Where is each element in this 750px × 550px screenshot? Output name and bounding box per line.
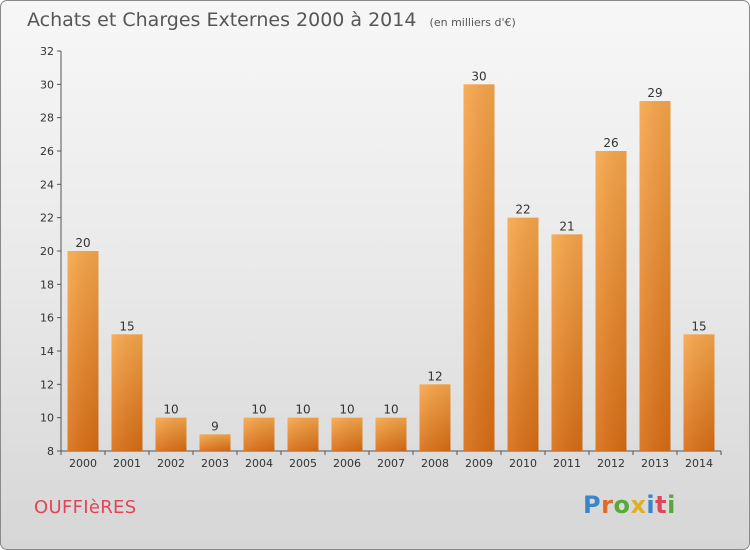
bar-shade <box>155 417 187 451</box>
bar-value-label: 30 <box>471 69 486 83</box>
bar-shade <box>331 417 363 451</box>
bar-shade <box>463 84 495 451</box>
bar-shade <box>551 234 583 451</box>
x-tick-label: 2003 <box>201 457 229 470</box>
bar-shade <box>595 151 627 451</box>
title-row: Achats et Charges Externes 2000 à 2014 (… <box>27 9 516 31</box>
x-tick-label: 2011 <box>553 457 581 470</box>
chart-subtitle: (en milliers d'€) <box>429 16 516 29</box>
bar-shade <box>111 334 143 451</box>
y-tick-label: 8 <box>47 445 54 458</box>
bar-shade <box>243 417 275 451</box>
bar-value-label: 20 <box>75 236 90 250</box>
bar-shade <box>639 101 671 451</box>
brand-letter: o <box>613 491 631 519</box>
bar-value-label: 29 <box>647 86 662 100</box>
bar-value-label: 10 <box>383 403 398 417</box>
bar-value-label: 10 <box>163 403 178 417</box>
x-tick-label: 2014 <box>685 457 713 470</box>
brand-letter: i <box>667 491 676 519</box>
x-tick-label: 2009 <box>465 457 493 470</box>
x-tick-label: 2002 <box>157 457 185 470</box>
brand-letter: x <box>630 491 647 519</box>
x-tick-label: 2004 <box>245 457 273 470</box>
y-tick-label: 22 <box>40 212 54 225</box>
y-tick-label: 30 <box>40 78 54 91</box>
bar-shade <box>67 251 99 451</box>
x-tick-label: 2000 <box>69 457 97 470</box>
x-tick-label: 2007 <box>377 457 405 470</box>
bar-shade <box>683 334 715 451</box>
commune-name: OUFFIèRES <box>34 497 137 518</box>
bar-shade <box>419 384 451 451</box>
x-tick-label: 2001 <box>113 457 141 470</box>
chart-title: Achats et Charges Externes 2000 à 2014 <box>27 9 417 31</box>
y-tick-label: 12 <box>40 378 54 391</box>
brand-letter: r <box>601 491 614 519</box>
brand-letter: i <box>646 491 656 519</box>
bar-shade <box>375 417 407 451</box>
bar-value-label: 9 <box>211 419 219 433</box>
y-tick-label: 20 <box>40 245 54 258</box>
y-tick-label: 26 <box>40 145 54 158</box>
bar-shade <box>287 417 319 451</box>
bar-value-label: 10 <box>339 403 354 417</box>
y-tick-label: 18 <box>40 278 54 291</box>
x-tick-label: 2008 <box>421 457 449 470</box>
bar-value-label: 10 <box>295 403 310 417</box>
bar-value-label: 10 <box>251 403 266 417</box>
bar-shade <box>507 217 539 451</box>
x-tick-label: 2010 <box>509 457 537 470</box>
bar-value-label: 26 <box>603 136 618 150</box>
bar-value-label: 15 <box>119 319 134 333</box>
bar-value-label: 15 <box>691 319 706 333</box>
x-tick-label: 2006 <box>333 457 361 470</box>
y-tick-label: 32 <box>40 45 54 58</box>
brand-letter: t <box>655 491 668 519</box>
brand-logo: Proxiti <box>583 491 676 519</box>
x-tick-label: 2013 <box>641 457 669 470</box>
bar-value-label: 22 <box>515 203 530 217</box>
bars <box>67 84 715 451</box>
x-tick-label: 2012 <box>597 457 625 470</box>
x-tick-label: 2005 <box>289 457 317 470</box>
brand-letter: P <box>583 491 602 519</box>
bar-shade <box>199 434 231 451</box>
value-labels: 20 15 10 9 10 10 10 10 12 30 22 21 26 29 15 <box>75 69 706 433</box>
bar-value-label: 21 <box>559 219 574 233</box>
y-tick-label: 10 <box>40 412 54 425</box>
y-tick-label: 28 <box>40 112 54 125</box>
bar-value-label: 12 <box>427 369 442 383</box>
y-tick-label: 24 <box>40 178 54 191</box>
y-tick-label: 14 <box>40 345 54 358</box>
y-tick-label: 16 <box>40 312 54 325</box>
